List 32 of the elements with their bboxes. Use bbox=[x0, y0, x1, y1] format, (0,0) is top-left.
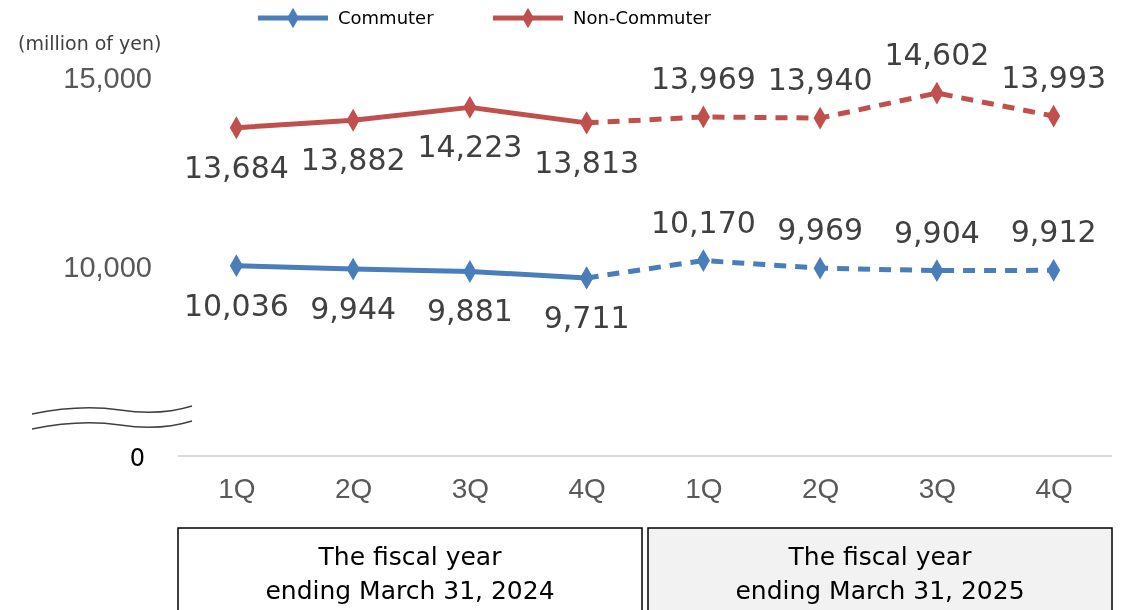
data-label: 13,684 bbox=[183, 149, 289, 185]
x-tick-label: 4Q bbox=[1035, 473, 1073, 505]
data-label: 14,602 bbox=[884, 37, 990, 73]
legend-label: Commuter bbox=[338, 7, 435, 28]
legend-label: Non-Commuter bbox=[573, 7, 712, 28]
text: The fiscal year ending March 31, 2025 bbox=[735, 542, 1025, 605]
data-label: 13,813 bbox=[534, 144, 640, 180]
data-label: 13,993 bbox=[1001, 60, 1107, 96]
data-label: 9,912 bbox=[1010, 214, 1097, 250]
data-label: 13,940 bbox=[767, 62, 873, 98]
data-label: 9,969 bbox=[777, 212, 864, 248]
x-tick-label: 1Q bbox=[685, 473, 723, 505]
x-tick-label: 3Q bbox=[451, 473, 490, 505]
y-tick-label: 10,000 bbox=[63, 250, 152, 283]
data-label: 9,904 bbox=[893, 214, 980, 250]
data-label: 9,881 bbox=[426, 293, 513, 329]
data-label: 10,170 bbox=[650, 204, 756, 240]
data-label: 10,036 bbox=[183, 287, 289, 323]
data-label: 9,711 bbox=[543, 299, 630, 335]
data-label: 13,882 bbox=[300, 142, 406, 178]
text: The fiscal year ending March 31, 2024 bbox=[265, 542, 555, 605]
text: 0 bbox=[129, 444, 145, 472]
x-tick-label: 1Q bbox=[218, 473, 256, 505]
data-label: 14,223 bbox=[417, 129, 523, 165]
x-tick-label: 3Q bbox=[918, 473, 957, 505]
x-tick-label: 2Q bbox=[801, 473, 840, 505]
x-tick-label: 2Q bbox=[334, 473, 373, 505]
data-label: 13,969 bbox=[650, 60, 756, 96]
y-tick-label: 15,000 bbox=[63, 61, 152, 94]
x-tick-label: 4Q bbox=[568, 473, 606, 505]
data-label: 9,944 bbox=[310, 291, 397, 327]
y-axis-title: (million of yen) bbox=[18, 32, 162, 54]
